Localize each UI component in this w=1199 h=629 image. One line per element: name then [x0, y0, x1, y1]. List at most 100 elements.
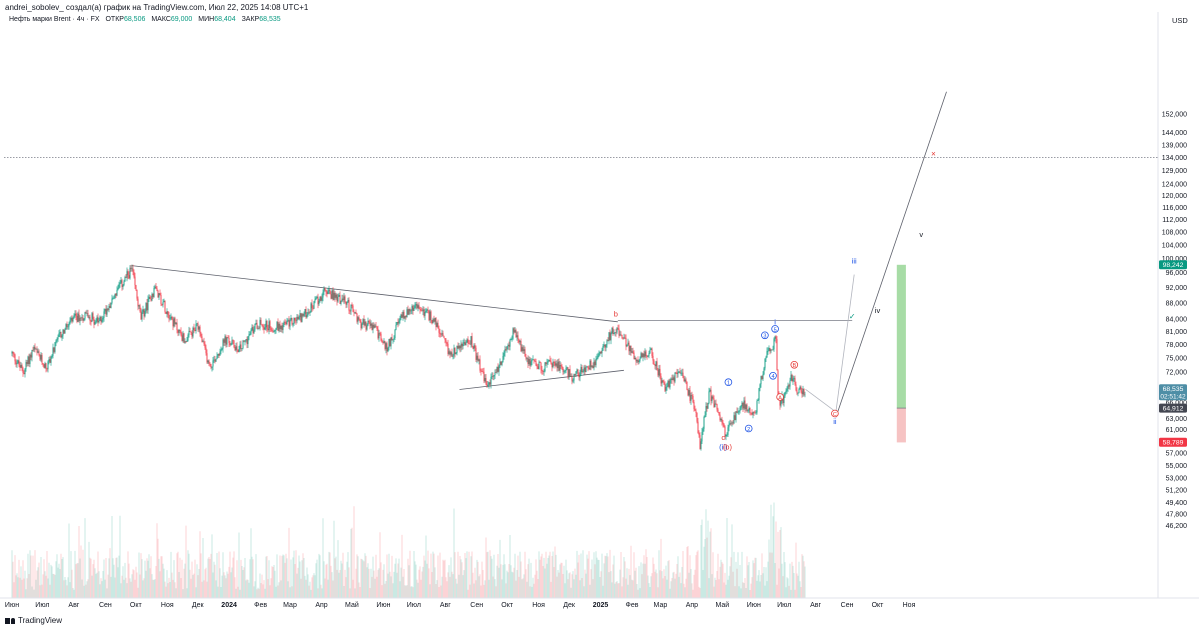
candle-body: [303, 313, 305, 316]
candle-body: [403, 311, 405, 319]
trendline[interactable]: [835, 91, 947, 418]
candle-body: [161, 303, 163, 305]
candle-body: [35, 349, 37, 350]
candle-body: [384, 341, 386, 350]
candle-body: [169, 318, 171, 320]
candle-body: [264, 327, 266, 330]
candle-body: [265, 320, 267, 328]
candle-body: [746, 404, 748, 412]
candle-body: [61, 335, 63, 338]
candle-body: [330, 294, 332, 299]
candle-body: [99, 316, 101, 321]
candle-body: [306, 315, 308, 318]
candle-body: [381, 340, 383, 343]
wave-label: i: [774, 318, 776, 327]
candle-body: [211, 366, 213, 368]
candle-body: [155, 286, 157, 289]
candle-body: [460, 343, 462, 349]
candle-body: [94, 321, 96, 325]
candle-body: [752, 411, 754, 415]
candle-body: [221, 348, 223, 350]
candle-body: [284, 322, 286, 323]
candle-body: [387, 347, 389, 352]
wave-label: A: [778, 395, 782, 401]
candle-body: [516, 335, 518, 338]
candle-body: [376, 326, 378, 329]
footer-brand[interactable]: TradingView: [5, 616, 62, 625]
candle-body: [73, 315, 75, 318]
high-value: 69,000: [170, 16, 193, 23]
candle-body: [28, 356, 30, 364]
candle-body: [643, 353, 645, 357]
candle-body: [296, 316, 298, 322]
candle-body: [665, 387, 667, 391]
candle-body: [26, 362, 28, 364]
candle-body: [123, 281, 125, 286]
x-tick-label: Фев: [626, 602, 639, 609]
time-axis[interactable]: Июн Июл Авг Сен Окт Ноя Дек 2024 Фев Мар Апр Май Июн…: [5, 601, 916, 609]
candle-body: [389, 339, 391, 347]
candle-body: [565, 368, 567, 371]
candle-body: [322, 292, 324, 298]
y-tick-label: 47,800: [1166, 511, 1188, 518]
candle-body: [668, 380, 670, 388]
candle-body: [744, 400, 746, 410]
candle-body: [345, 301, 347, 305]
candle-body: [224, 336, 226, 343]
candle-body: [145, 303, 147, 312]
candle-body: [734, 415, 736, 421]
price-axis[interactable]: USD 152,000 144,000 139,000 134,000 129,000 1…: [1162, 16, 1189, 530]
candle-body: [672, 377, 674, 380]
candle-body: [350, 304, 352, 312]
candle-body: [549, 359, 551, 362]
target-zone[interactable]: [896, 264, 906, 409]
candle-body: [594, 361, 596, 366]
candle-body: [405, 316, 407, 318]
candle-body: [149, 296, 151, 299]
candle-body: [398, 320, 400, 324]
candle-body: [110, 302, 112, 308]
wave-label: 3: [763, 334, 766, 340]
candle-body: [203, 341, 205, 344]
candle-body: [569, 369, 571, 377]
candle-body: [115, 293, 117, 296]
candle-body: [388, 339, 390, 348]
candle-body: [97, 317, 99, 323]
wave-label: (ii): [719, 442, 728, 451]
candle-body: [41, 354, 43, 363]
candle-body: [629, 346, 631, 352]
candle-body: [802, 389, 804, 395]
candle-body: [255, 323, 257, 324]
candle-body: [337, 296, 339, 302]
wave-label: iv: [875, 306, 881, 315]
candle-body: [339, 295, 341, 304]
trendline[interactable]: [131, 265, 618, 323]
candle-body: [185, 341, 187, 342]
candle-body: [128, 275, 130, 279]
candle-body: [142, 309, 144, 313]
wave-projection-path[interactable]: [805, 274, 855, 413]
candle-body: [291, 317, 293, 325]
currency-label: USD: [1172, 16, 1188, 25]
candle-body: [771, 349, 773, 351]
long-position-tool[interactable]: [896, 264, 906, 443]
y-tick-label: 55,000: [1166, 463, 1188, 470]
stop-zone[interactable]: [896, 408, 906, 443]
x-tick-label: Ноя: [161, 602, 174, 609]
candle-body: [705, 406, 707, 416]
candle-body: [427, 309, 429, 311]
candle-body: [725, 434, 727, 437]
y-tick-label: 84,000: [1166, 316, 1188, 323]
candle-body: [33, 346, 35, 351]
candle-body: [294, 317, 296, 321]
candle-body: [510, 339, 512, 340]
candle-body: [649, 349, 651, 354]
candle-body: [512, 328, 514, 339]
candle-body: [481, 371, 483, 372]
candle-body: [91, 313, 93, 322]
candle-body: [371, 323, 373, 330]
candle-body: [166, 311, 168, 314]
candle-body: [440, 334, 442, 335]
price-badge-value: 64,912: [1163, 405, 1184, 412]
